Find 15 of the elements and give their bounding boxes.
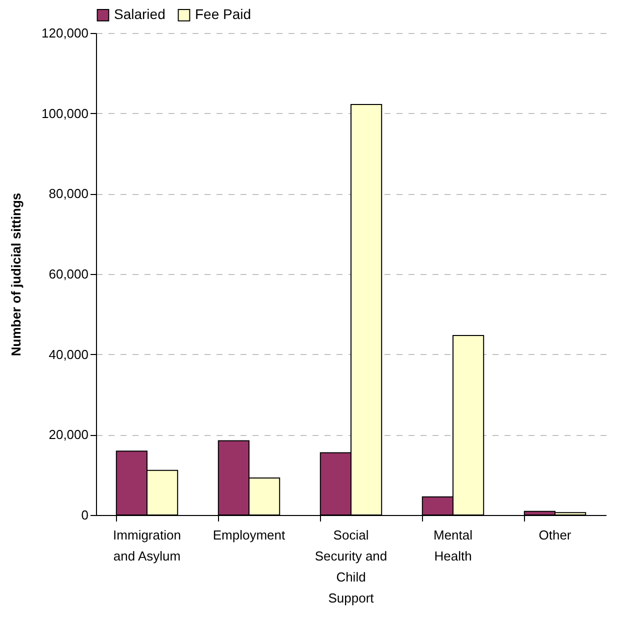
legend-label: Salaried	[114, 6, 166, 22]
y-tick-label: 80,000	[48, 186, 88, 202]
x-tick-label: Mental Health	[433, 528, 473, 564]
legend-label: Fee Paid	[195, 6, 252, 22]
y-tick-label: 60,000	[48, 266, 88, 282]
y-tick-label: 0	[81, 508, 88, 522]
x-tick-label: Other	[538, 528, 572, 542]
x-tick-label: Social Security and Child Support	[314, 528, 388, 606]
y-tick-label: 120,000	[42, 26, 88, 40]
x-tick-label: Immigration and Asylum	[113, 528, 181, 564]
y-axis-title: Number of judicial sittings	[8, 192, 24, 356]
y-tick-label: 100,000	[42, 106, 88, 121]
y-tick-label: 40,000	[48, 346, 88, 362]
y-tick-label: 20,000	[48, 427, 88, 442]
x-tick-label: Employment	[212, 528, 286, 542]
